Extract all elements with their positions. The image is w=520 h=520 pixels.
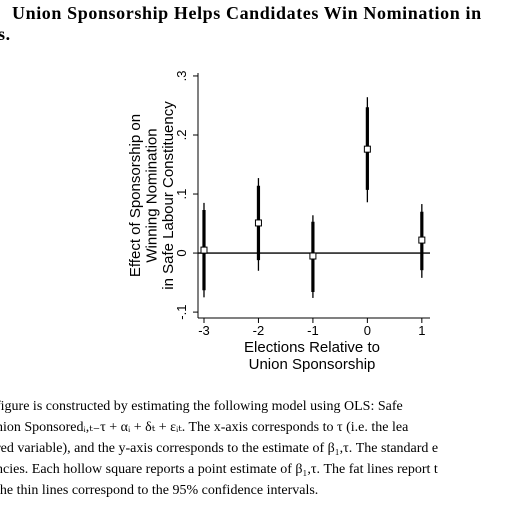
x-axis-title: Elections Relative to bbox=[244, 339, 380, 356]
point-estimate bbox=[200, 246, 208, 254]
heading-line: Union Sponsorship Helps Candidates Win N… bbox=[12, 3, 482, 23]
heading-line: s. bbox=[0, 24, 11, 44]
x-tick-label: 0 bbox=[364, 323, 371, 338]
x-tick-label: -2 bbox=[253, 323, 265, 338]
caption-line: ncies. Each hollow square reports a poin… bbox=[0, 462, 438, 477]
point-estimate bbox=[418, 236, 426, 244]
chart: -.1 0 .1 .2 .3 -3 -2 -1 0 1 Effect of Sponsorship … bbox=[127, 71, 430, 373]
x-tick-label: -3 bbox=[198, 323, 210, 338]
y-tick-label: .1 bbox=[174, 189, 189, 200]
caption-line: nion Sponsoredᵢ,ₜ₋τ + αᵢ + δₜ + εᵢₜ. The… bbox=[0, 420, 409, 435]
point-estimate bbox=[309, 252, 317, 260]
y-axis-title: Winning Nomination bbox=[144, 128, 161, 262]
caption-line: figure is constructed by estimating the … bbox=[0, 399, 403, 414]
point-estimate bbox=[254, 219, 262, 227]
y-tick-label: -.1 bbox=[174, 305, 189, 320]
y-tick-label: .2 bbox=[174, 130, 189, 141]
caption-line: red variable), and the y-axis correspond… bbox=[0, 441, 438, 456]
point-estimate bbox=[363, 145, 371, 153]
y-tick-label: 0 bbox=[174, 249, 189, 256]
y-axis-title: Effect of Sponsorship on bbox=[127, 114, 144, 277]
x-axis-title: Union Sponsorship bbox=[249, 356, 376, 373]
y-tick-label: .3 bbox=[174, 71, 189, 82]
x-tick-label: -1 bbox=[307, 323, 319, 338]
x-tick-label: 1 bbox=[418, 323, 425, 338]
y-axis-title: in Safe Labour Constituency bbox=[160, 101, 177, 290]
caption-line: the thin lines correspond to the 95% con… bbox=[0, 483, 318, 498]
